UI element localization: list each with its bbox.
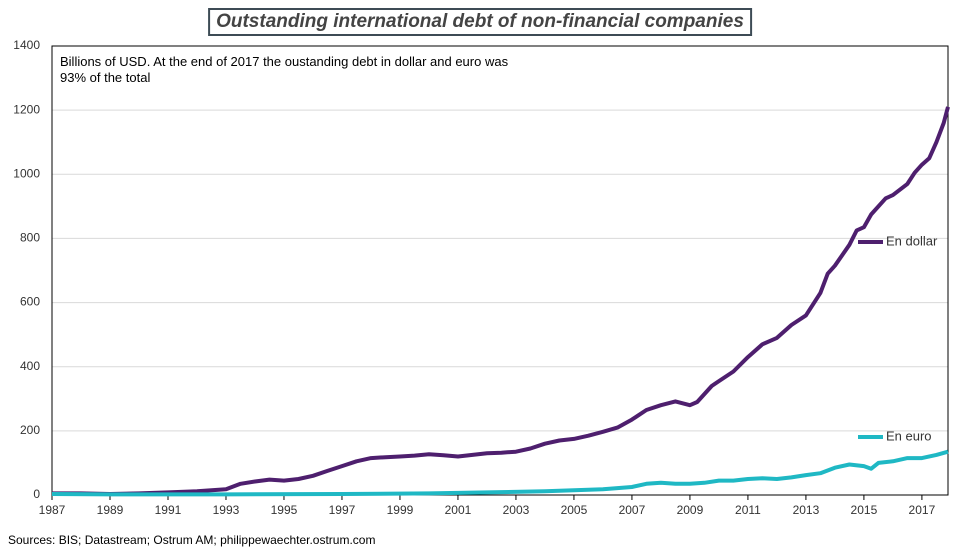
x-tick-label: 2001	[445, 503, 472, 517]
source: Sources: BIS; Datastream; Ostrum AM; phi…	[8, 533, 376, 547]
series-line	[51, 449, 949, 497]
x-tick-label: 1989	[97, 503, 124, 517]
x-tick-label: 2005	[561, 503, 588, 517]
x-tick-label: 2003	[503, 503, 530, 517]
chart-title: Outstanding international debt of non-fi…	[208, 8, 752, 36]
x-tick-label: 2017	[909, 503, 936, 517]
x-tick-label: 1993	[213, 503, 240, 517]
y-tick-label: 1400	[13, 38, 40, 52]
series-line	[52, 106, 950, 496]
x-tick-label: 1997	[329, 503, 356, 517]
x-tick-label: 2013	[793, 503, 820, 517]
y-tick-label: 0	[33, 487, 40, 501]
y-tick-label: 200	[20, 423, 40, 437]
plot-border	[51, 45, 949, 496]
x-tick-label: 2007	[619, 503, 646, 517]
y-tick-label: 800	[20, 231, 40, 245]
legend-label: En euro	[886, 428, 932, 443]
y-tick-label: 400	[20, 359, 40, 373]
x-tick-label: 1991	[155, 503, 182, 517]
x-tick-label: 1995	[271, 503, 298, 517]
x-tick-label: 1999	[387, 503, 414, 517]
x-tick-label: 2011	[735, 503, 761, 517]
y-tick-label: 600	[20, 295, 40, 309]
y-tick-label: 1000	[13, 166, 40, 180]
y-tick-label: 1200	[13, 102, 40, 116]
x-tick-label: 2015	[851, 503, 878, 517]
x-tick-label: 1987	[39, 503, 66, 517]
x-tick-label: 2009	[677, 503, 704, 517]
annotation: Billions of USD. At the end of 2017 the …	[60, 54, 509, 85]
legend-label: En dollar	[886, 233, 938, 248]
